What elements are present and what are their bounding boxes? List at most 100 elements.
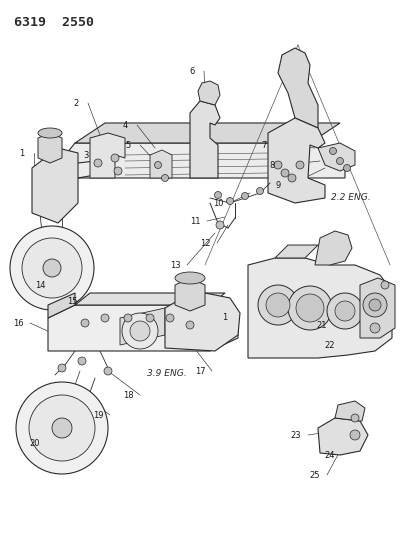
Circle shape xyxy=(214,191,221,198)
Text: 22: 22 xyxy=(324,341,335,350)
Text: 13: 13 xyxy=(169,261,180,270)
Polygon shape xyxy=(48,293,75,318)
Polygon shape xyxy=(277,48,317,128)
Text: 12: 12 xyxy=(199,238,210,247)
Circle shape xyxy=(130,321,150,341)
Text: 1: 1 xyxy=(222,313,227,322)
Circle shape xyxy=(287,286,331,330)
Circle shape xyxy=(287,174,295,182)
Polygon shape xyxy=(198,81,220,105)
Text: 3.9 ENG.: 3.9 ENG. xyxy=(146,369,186,377)
Circle shape xyxy=(241,192,248,199)
Polygon shape xyxy=(38,133,62,163)
Circle shape xyxy=(58,364,66,372)
Circle shape xyxy=(349,430,359,440)
Circle shape xyxy=(81,319,89,327)
Polygon shape xyxy=(334,401,364,421)
Text: 25: 25 xyxy=(309,471,319,480)
Polygon shape xyxy=(189,101,220,178)
Polygon shape xyxy=(120,308,164,345)
Ellipse shape xyxy=(175,272,204,284)
Text: 20: 20 xyxy=(30,439,40,448)
Text: 19: 19 xyxy=(92,410,103,419)
Circle shape xyxy=(257,285,297,325)
Circle shape xyxy=(362,293,386,317)
Circle shape xyxy=(329,148,336,155)
Text: 9: 9 xyxy=(275,181,280,190)
Circle shape xyxy=(350,414,358,422)
Polygon shape xyxy=(164,291,239,351)
Polygon shape xyxy=(48,305,237,351)
Text: 7: 7 xyxy=(261,141,266,149)
Circle shape xyxy=(186,321,193,329)
Circle shape xyxy=(122,313,157,349)
Text: 21: 21 xyxy=(316,320,326,329)
Circle shape xyxy=(369,323,379,333)
Circle shape xyxy=(161,174,168,182)
Circle shape xyxy=(273,161,281,169)
Circle shape xyxy=(104,367,112,375)
Circle shape xyxy=(101,314,109,322)
Polygon shape xyxy=(317,143,354,171)
Ellipse shape xyxy=(38,128,62,138)
Polygon shape xyxy=(317,418,367,455)
Circle shape xyxy=(295,294,323,322)
Polygon shape xyxy=(75,123,339,143)
Circle shape xyxy=(380,281,388,289)
Text: 10: 10 xyxy=(212,198,223,207)
Text: 6319  2550: 6319 2550 xyxy=(14,16,94,29)
Circle shape xyxy=(10,226,94,310)
Circle shape xyxy=(334,301,354,321)
Text: 6: 6 xyxy=(189,67,194,76)
Circle shape xyxy=(94,159,102,167)
Polygon shape xyxy=(32,148,78,223)
Polygon shape xyxy=(314,231,351,265)
Circle shape xyxy=(295,161,303,169)
Circle shape xyxy=(336,157,343,165)
Circle shape xyxy=(368,299,380,311)
Polygon shape xyxy=(175,278,204,311)
Polygon shape xyxy=(90,133,125,178)
Polygon shape xyxy=(267,118,324,203)
Text: 5: 5 xyxy=(125,141,130,149)
Circle shape xyxy=(166,314,173,322)
Circle shape xyxy=(256,188,263,195)
Circle shape xyxy=(16,382,108,474)
Text: 14: 14 xyxy=(35,280,45,289)
Circle shape xyxy=(52,418,72,438)
Circle shape xyxy=(146,314,154,322)
Text: 11: 11 xyxy=(189,216,200,225)
Circle shape xyxy=(43,259,61,277)
Circle shape xyxy=(216,221,223,229)
Text: 3: 3 xyxy=(83,150,88,159)
Text: 2.2 ENG.: 2.2 ENG. xyxy=(330,193,370,201)
Text: 24: 24 xyxy=(324,450,335,459)
Polygon shape xyxy=(75,293,225,305)
Circle shape xyxy=(280,169,288,177)
Circle shape xyxy=(78,357,86,365)
Circle shape xyxy=(326,293,362,329)
Polygon shape xyxy=(247,258,391,358)
Circle shape xyxy=(154,161,161,168)
Text: 17: 17 xyxy=(194,367,205,376)
Polygon shape xyxy=(359,278,394,338)
Text: 4: 4 xyxy=(122,120,127,130)
Circle shape xyxy=(111,154,119,162)
Circle shape xyxy=(114,167,122,175)
Text: 8: 8 xyxy=(269,160,274,169)
Circle shape xyxy=(124,314,132,322)
Text: 1: 1 xyxy=(19,149,25,157)
Text: 23: 23 xyxy=(290,431,301,440)
Circle shape xyxy=(265,293,289,317)
Circle shape xyxy=(343,165,350,172)
Circle shape xyxy=(29,395,95,461)
Text: 16: 16 xyxy=(13,319,23,327)
Text: 15: 15 xyxy=(67,296,77,305)
Polygon shape xyxy=(55,143,344,198)
Text: 2: 2 xyxy=(73,99,79,108)
Polygon shape xyxy=(150,150,172,178)
Text: 18: 18 xyxy=(122,391,133,400)
Circle shape xyxy=(226,198,233,205)
Circle shape xyxy=(22,238,82,298)
Polygon shape xyxy=(274,245,317,258)
